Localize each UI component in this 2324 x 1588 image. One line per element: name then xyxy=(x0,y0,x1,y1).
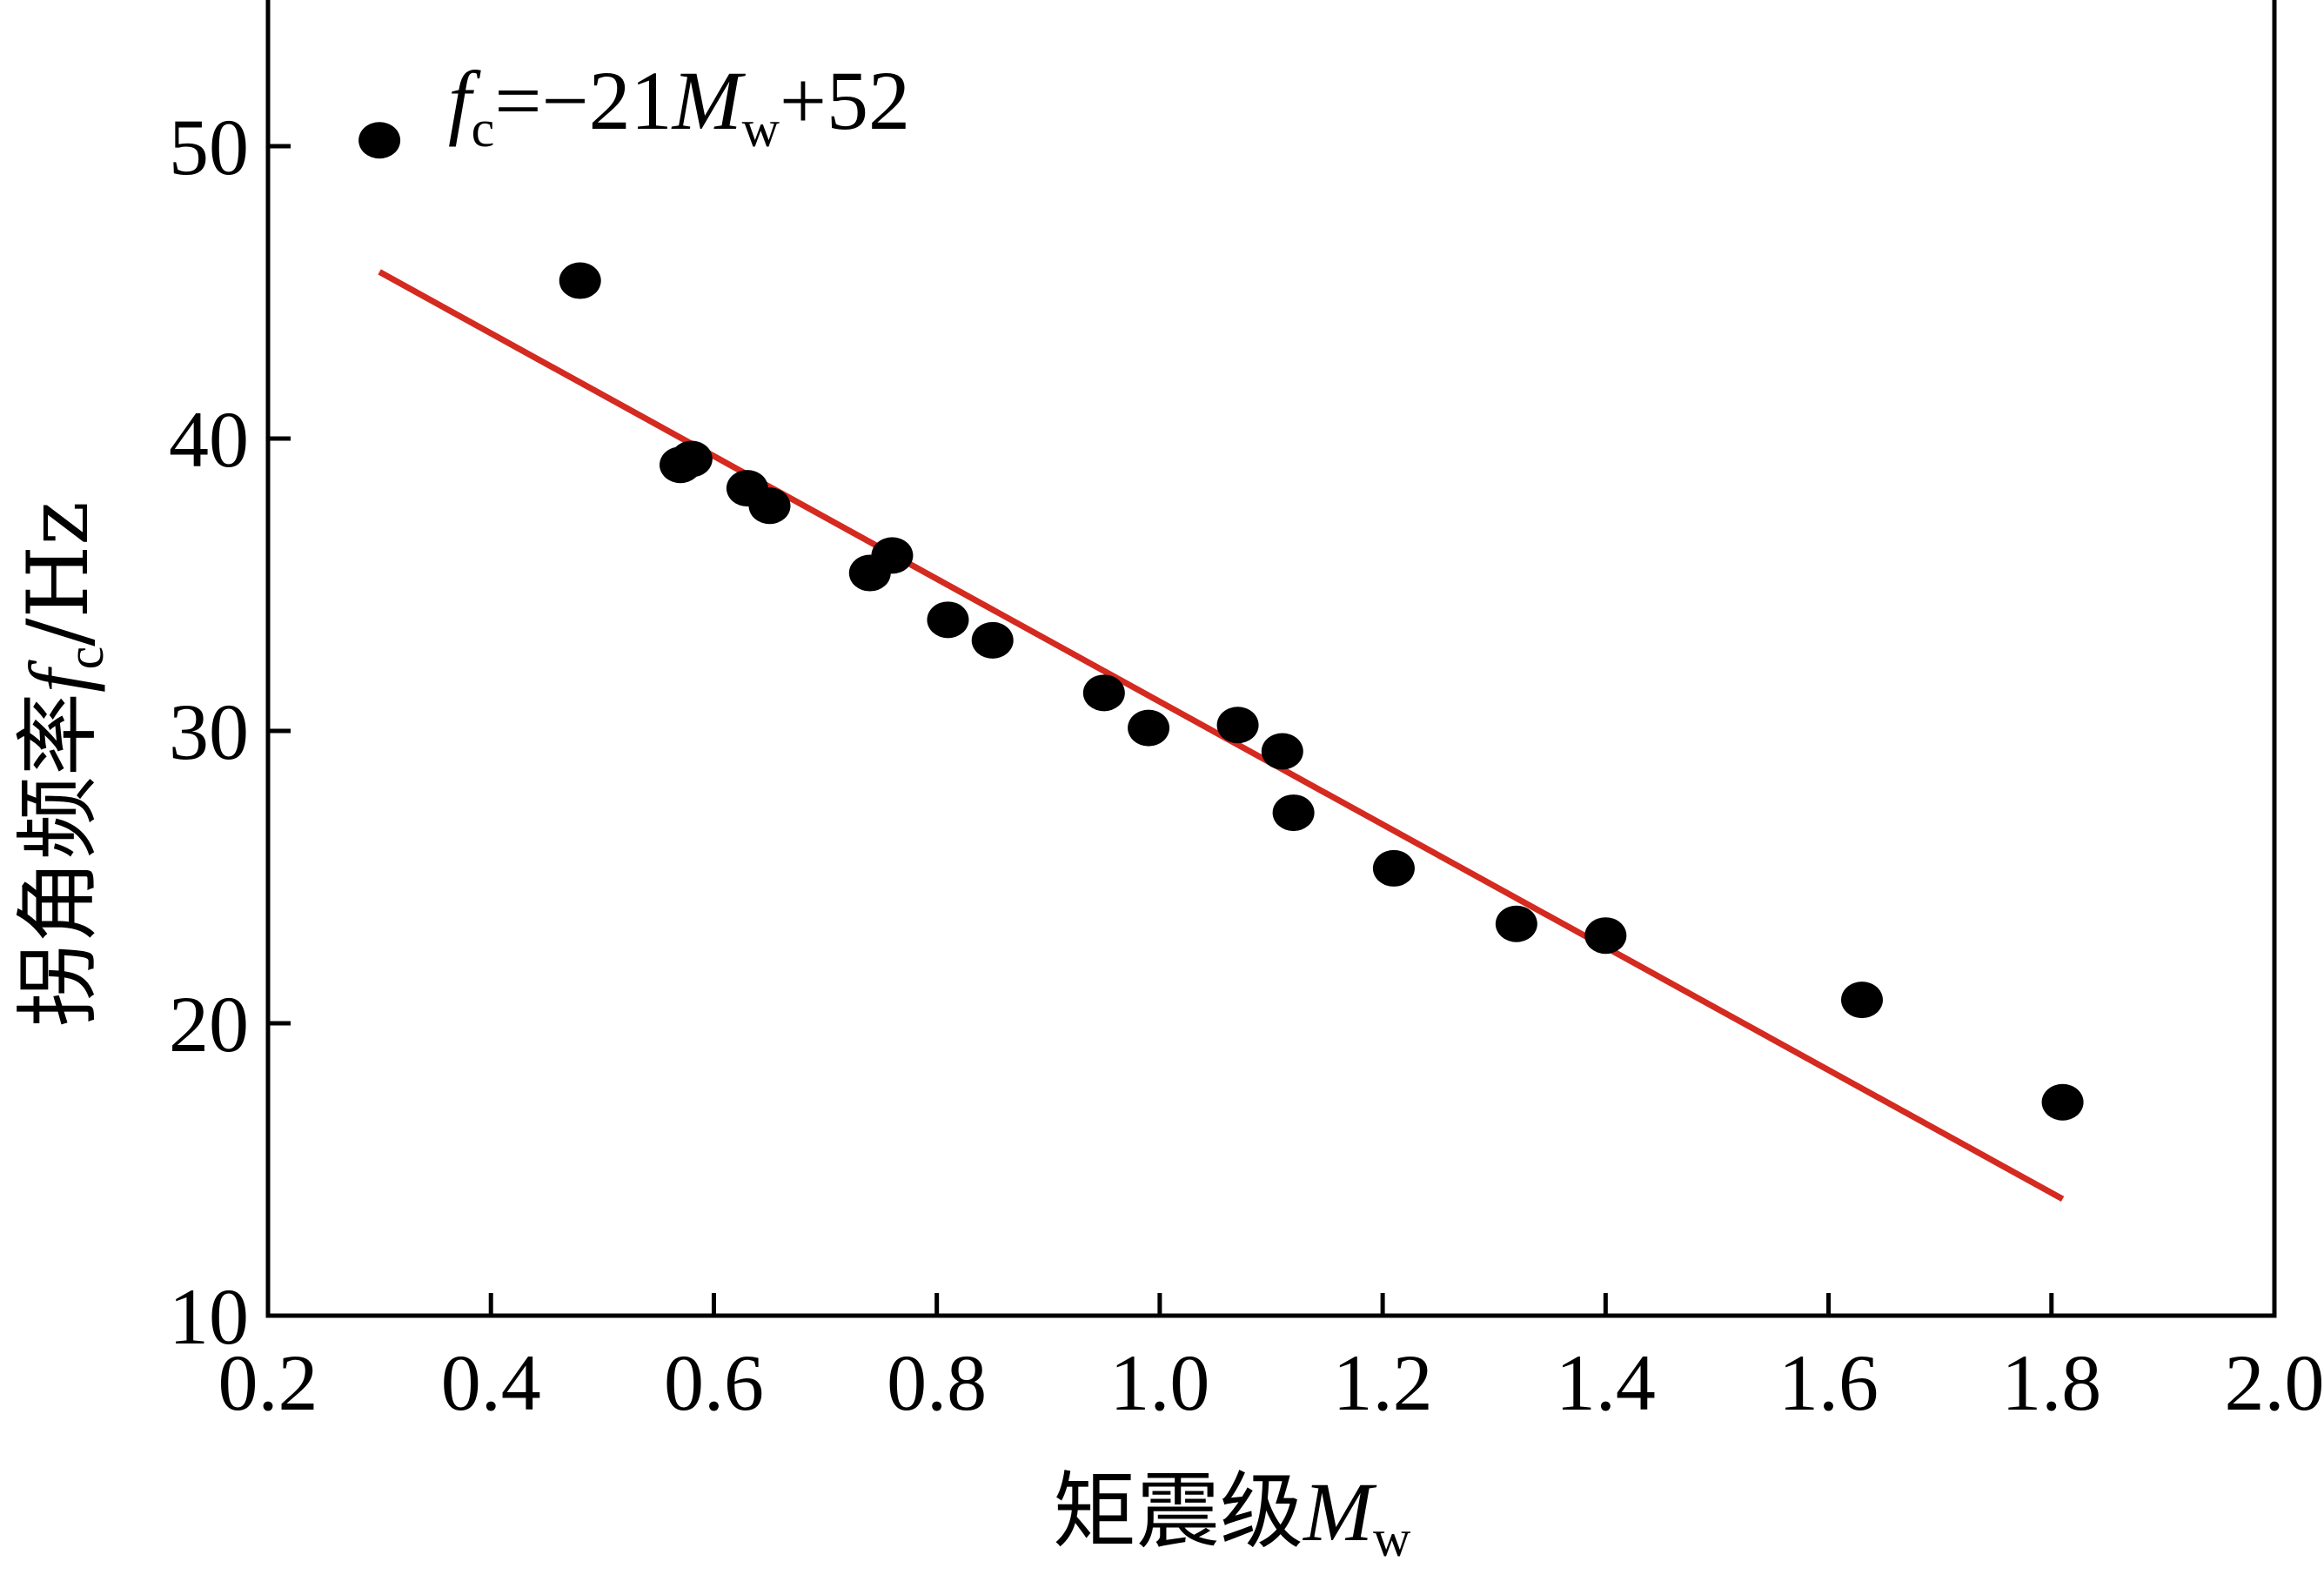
plot-frame xyxy=(265,0,2277,1318)
x-tick-label: 1.2 xyxy=(1333,1338,1433,1427)
data-point xyxy=(2041,1083,2084,1121)
data-point xyxy=(1372,849,1415,887)
equation-m-sub: w xyxy=(742,100,780,157)
x-tick-label: 2.0 xyxy=(2225,1338,2324,1427)
axes-frame xyxy=(265,0,2277,1318)
fit-equation: fc=−21Mw+52 xyxy=(448,54,910,157)
y-tick-label: 30 xyxy=(169,687,249,776)
y-tick-marks: 10 20 30 40 50 xyxy=(169,103,291,1361)
x-tick-marks: 0.2 0.4 0.6 0.8 1.0 1.2 1.4 1.6 1.8 2.0 xyxy=(218,1293,2324,1427)
x-tick-label: 0.2 xyxy=(218,1338,318,1427)
equation-tail: +52 xyxy=(780,54,910,147)
data-point xyxy=(1261,733,1303,770)
equation-f-sub: c xyxy=(472,100,495,157)
data-point xyxy=(971,621,1014,659)
data-point xyxy=(1584,917,1627,955)
x-axis-title: 矩震级Mw xyxy=(1053,1463,1411,1567)
y-axis-title: 拐角频率fc/Hz xyxy=(10,501,114,1027)
x-tick-label: 1.4 xyxy=(1556,1338,1656,1427)
data-point xyxy=(1272,794,1315,832)
x-axis-title-text: 矩震级 xyxy=(1053,1463,1303,1560)
data-point xyxy=(748,487,791,525)
x-tick-label: 1.8 xyxy=(2001,1338,2101,1427)
y-axis-title-text: 拐角频率 xyxy=(10,693,107,1027)
x-tick-label: 0.8 xyxy=(887,1338,987,1427)
data-point xyxy=(1082,674,1125,712)
x-tick-label: 1.0 xyxy=(1109,1338,1209,1427)
y-axis-title-unit: /Hz xyxy=(10,501,107,647)
data-point xyxy=(358,122,401,159)
x-axis-title-var: M xyxy=(1302,1465,1377,1558)
x-tick-label: 1.6 xyxy=(1778,1338,1879,1427)
data-point xyxy=(1216,707,1259,744)
data-point xyxy=(871,537,914,574)
y-tick-label: 20 xyxy=(169,980,249,1069)
y-axis-title-sub: c xyxy=(57,647,114,670)
y-axis-title-group: 拐角频率fc/Hz xyxy=(10,501,114,1027)
data-point xyxy=(559,262,601,299)
y-tick-label: 10 xyxy=(169,1272,249,1361)
data-point xyxy=(1495,905,1537,942)
equation-m: M xyxy=(671,54,747,147)
data-points xyxy=(358,122,2084,1121)
equation-middle: =−21 xyxy=(494,54,672,147)
data-point xyxy=(670,440,713,478)
data-point xyxy=(1128,709,1170,747)
data-point xyxy=(927,601,969,639)
x-tick-label: 0.6 xyxy=(664,1338,764,1427)
x-tick-label: 0.4 xyxy=(441,1338,541,1427)
data-point xyxy=(1840,982,1883,1019)
y-tick-label: 50 xyxy=(169,103,249,191)
y-tick-label: 40 xyxy=(169,395,249,484)
x-axis-title-sub: w xyxy=(1373,1510,1411,1567)
